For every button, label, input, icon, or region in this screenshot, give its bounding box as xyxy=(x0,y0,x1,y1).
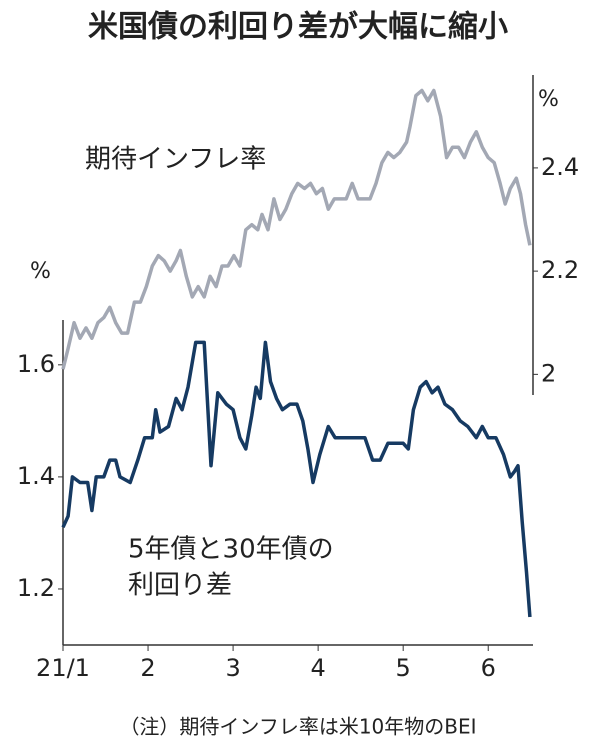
chart-title: 米国債の利回り差が大幅に縮小 xyxy=(88,10,508,45)
x-tick-label: 2 xyxy=(140,654,155,682)
annotation: 5年債と30年債の xyxy=(128,535,334,565)
x-tick-label: 4 xyxy=(310,654,325,682)
y-tick-label: 1.6 xyxy=(17,350,55,378)
y-tick-label: 1.2 xyxy=(17,574,55,602)
x-tick-label: 21/1 xyxy=(36,654,90,682)
y2-unit: % xyxy=(538,87,559,112)
y2-tick-label: 2 xyxy=(541,359,556,387)
series-line xyxy=(61,340,532,618)
x-tick-label: 3 xyxy=(225,654,240,682)
y2-tick-label: 2.4 xyxy=(541,153,579,181)
series-line xyxy=(61,88,532,370)
x-tick-label: 6 xyxy=(481,654,496,682)
y-tick-label: 1.4 xyxy=(17,462,55,490)
y-unit: % xyxy=(30,259,51,284)
annotation: 利回り差 xyxy=(128,571,232,601)
note: （注）期待インフレ率は米10年物のBEI xyxy=(119,715,476,739)
annotation: 期待インフレ率 xyxy=(85,145,266,175)
x-tick-label: 5 xyxy=(396,654,411,682)
y2-tick-label: 2.2 xyxy=(541,256,579,284)
